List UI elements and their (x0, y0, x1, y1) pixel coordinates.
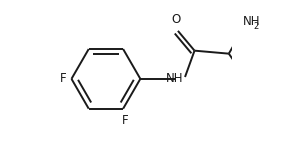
Text: F: F (60, 72, 67, 85)
Text: F: F (122, 114, 128, 127)
Text: O: O (171, 13, 181, 26)
Text: NH: NH (243, 15, 260, 28)
Text: 2: 2 (253, 22, 259, 31)
Text: NH: NH (166, 72, 184, 85)
